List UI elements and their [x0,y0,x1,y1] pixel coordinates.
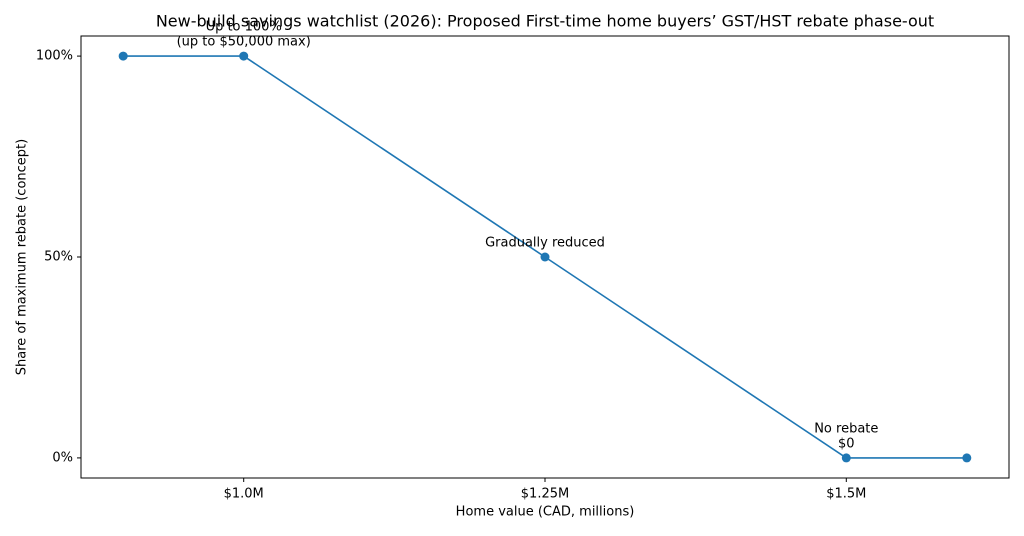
data-point [841,453,851,463]
annotation: Gradually reduced [485,236,605,251]
data-point [239,51,249,61]
data-point [962,453,972,463]
annotation: (up to $50,000 max) [177,35,311,50]
x-tick-label: $1.25M [521,487,569,502]
x-tick-label: $1.5M [826,487,866,502]
chart-title: New-build savings watchlist (2026): Prop… [156,12,934,31]
data-point [540,252,550,262]
x-tick-label: $1.0M [224,487,264,502]
y-tick-label: 100% [36,49,73,64]
y-axis-label: Share of maximum rebate (concept) [15,139,30,375]
annotation: No rebate [814,421,878,436]
y-tick-label: 50% [44,250,73,265]
annotation: Up to 100% [206,20,282,35]
y-tick-label: 0% [52,450,73,465]
data-point [118,51,128,61]
annotation: $0 [838,436,855,451]
x-axis-label: Home value (CAD, millions) [456,505,635,520]
